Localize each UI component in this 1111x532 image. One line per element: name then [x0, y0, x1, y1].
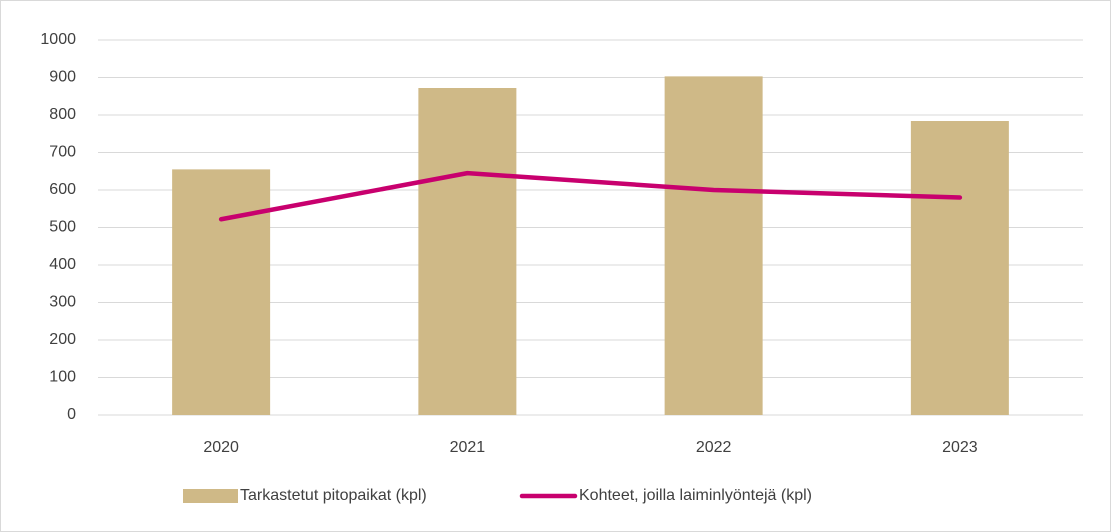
- y-tick-label: 1000: [40, 31, 76, 48]
- bar: [910, 121, 1009, 415]
- bar: [418, 88, 517, 415]
- y-tick-label: 400: [49, 256, 76, 273]
- x-tick-label: 2023: [942, 439, 978, 456]
- y-tick-label: 500: [49, 219, 76, 236]
- y-tick-label: 800: [49, 106, 76, 123]
- legend-label: Kohteet, joilla laiminlyöntejä (kpl): [579, 487, 812, 504]
- y-tick-label: 0: [67, 406, 76, 423]
- y-tick-label: 100: [49, 369, 76, 386]
- y-tick-label: 700: [49, 144, 76, 161]
- bar: [664, 76, 763, 415]
- x-tick-label: 2022: [696, 439, 732, 456]
- y-tick-label: 300: [49, 294, 76, 311]
- legend-label: Tarkastetut pitopaikat (kpl): [240, 487, 427, 504]
- y-tick-label: 600: [49, 181, 76, 198]
- x-tick-label: 2020: [203, 439, 239, 456]
- line: [218, 170, 963, 222]
- x-tick-label: 2021: [450, 439, 486, 456]
- y-tick-label: 200: [49, 331, 76, 348]
- legend-swatch: [183, 489, 238, 503]
- y-tick-label: 900: [49, 69, 76, 86]
- bar: [172, 169, 271, 415]
